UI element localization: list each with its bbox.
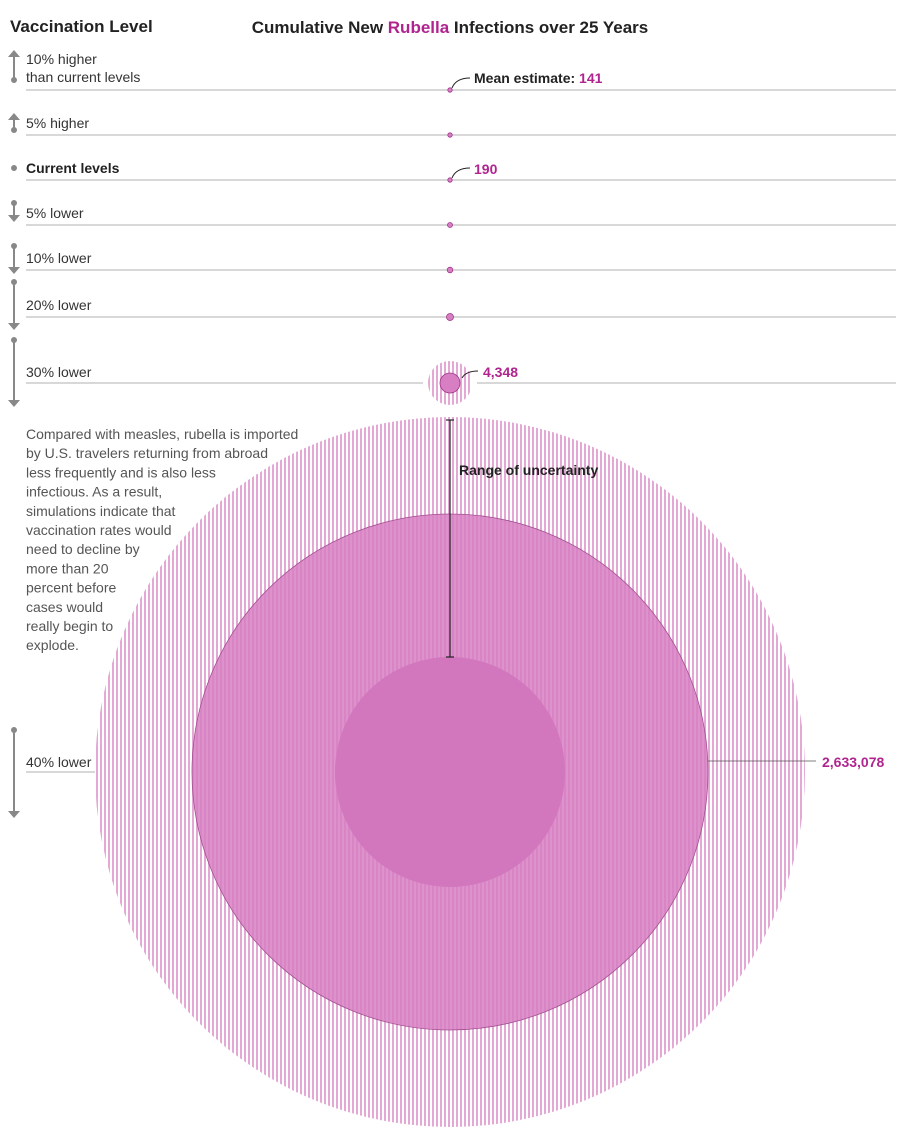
note-line: Compared with measles, rubella is import… xyxy=(26,426,298,442)
chart-title-post: Infections over 25 Years xyxy=(449,18,648,37)
row-label-m10: 10% lower xyxy=(26,250,92,266)
mean-dot-m20 xyxy=(446,313,454,321)
note-line: cases would xyxy=(26,599,103,615)
indicator-dot-cur xyxy=(11,165,17,171)
arrow-down-icon xyxy=(8,337,20,407)
arrow-up-icon xyxy=(8,113,20,133)
arrow-down-icon xyxy=(8,279,20,330)
arrow-down-icon xyxy=(8,200,20,222)
mean-dot-p5 xyxy=(447,132,453,138)
mean-dot-p10 xyxy=(447,87,453,93)
row-label-m40: 40% lower xyxy=(26,754,92,770)
row-label-p10: 10% higher than current levels xyxy=(26,51,140,85)
arrow-down-icon xyxy=(8,727,20,818)
uncertainty-bracket: Range of uncertainty xyxy=(446,419,598,658)
note-line: need to decline by xyxy=(26,541,140,557)
row-label-m5: 5% lower xyxy=(26,205,84,221)
arrow-down-icon xyxy=(8,243,20,274)
leader-cur xyxy=(451,167,471,179)
note-line: percent before xyxy=(26,580,116,596)
note-line: vaccination rates would xyxy=(26,522,172,538)
note-line: more than 20 xyxy=(26,560,109,576)
row-label-m30: 30% lower xyxy=(26,364,92,380)
mean-value-label-m40: 2,633,078 xyxy=(822,754,884,770)
note-line: infectious. As a result, xyxy=(26,484,162,500)
row-label-p5: 5% higher xyxy=(26,115,89,131)
mean-value-label-p10: Mean estimate: 141 xyxy=(474,70,603,86)
leader-p10 xyxy=(451,77,471,89)
mean-dot-cur xyxy=(447,177,453,183)
bubbles-layer xyxy=(95,361,805,1127)
note-line: explode. xyxy=(26,637,79,653)
mean-dot-m30 xyxy=(439,372,461,394)
range-of-uncertainty-label: Range of uncertainty xyxy=(459,462,598,478)
chart-title-accent: Rubella xyxy=(388,18,450,37)
row-label-m20: 20% lower xyxy=(26,297,92,313)
note-line: simulations indicate that xyxy=(26,503,176,519)
note-line: less frequently and is also less xyxy=(26,464,216,480)
chart-title: Cumulative New Rubella Infections over 2… xyxy=(252,18,649,37)
arrow-up-icon xyxy=(8,50,20,83)
mean-value-label-cur: 190 xyxy=(474,161,498,177)
row-label-cur: Current levels xyxy=(26,160,120,176)
leader-m30 xyxy=(461,370,479,379)
explanatory-note: Compared with measles, rubella is import… xyxy=(26,426,298,653)
mean-dot-m10 xyxy=(446,266,454,274)
rows-layer: 10% higher than current levels 5% higher Cu… xyxy=(8,50,896,818)
note-line: by U.S. travelers returning from abroad xyxy=(26,445,268,461)
mean-value-label-m30: 4,348 xyxy=(483,364,518,380)
mean-dot-m5 xyxy=(447,222,453,228)
note-line: really begin to xyxy=(26,618,113,634)
mean-bubble-m40 xyxy=(335,657,565,887)
chart-title-pre: Cumulative New xyxy=(252,18,388,37)
vaccination-level-heading: Vaccination Level xyxy=(10,17,153,36)
